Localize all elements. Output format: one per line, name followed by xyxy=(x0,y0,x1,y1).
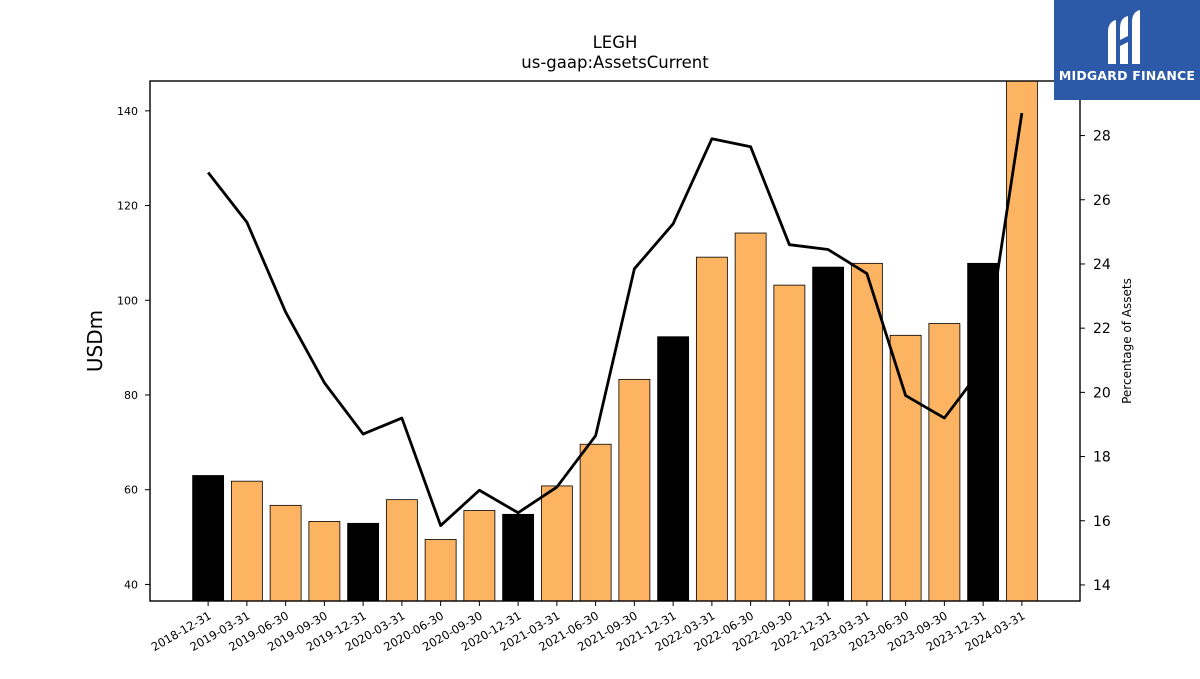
bar-2021-09-30 xyxy=(618,378,651,602)
bar-2022-06-30 xyxy=(734,232,767,602)
y2-tick-label: 26 xyxy=(1093,193,1111,209)
bar-2021-12-31 xyxy=(657,336,690,602)
midgard-logo-icon xyxy=(1108,10,1140,64)
bar-2019-06-30 xyxy=(269,504,302,602)
y-tick-label: 120 xyxy=(117,200,138,213)
y2-tick-label: 24 xyxy=(1093,257,1111,273)
bar-2020-03-31 xyxy=(385,499,418,602)
bar-2023-12-31 xyxy=(967,262,1000,602)
midgard-finance-logo: MIDGARD FINANCE xyxy=(1054,0,1200,100)
bar-2023-03-31 xyxy=(850,262,883,602)
bar-2022-12-31 xyxy=(812,266,845,602)
logo-text: MIDGARD FINANCE xyxy=(1058,68,1196,83)
y-tick-label: 100 xyxy=(117,294,138,307)
y-tick-label: 40 xyxy=(124,578,138,591)
bar-2019-09-30 xyxy=(308,521,341,602)
y-tick-label: 80 xyxy=(124,389,138,402)
chart-title: LEGH xyxy=(593,33,638,52)
percentage-line xyxy=(207,112,1024,527)
plot-frame xyxy=(149,80,1081,602)
y2-axis-label: Percentage of Assets xyxy=(1120,278,1134,404)
y2-tick-label: 28 xyxy=(1093,129,1111,145)
bar-2020-06-30 xyxy=(424,539,457,602)
bar-2022-03-31 xyxy=(695,256,728,602)
y2-tick-label: 22 xyxy=(1093,321,1111,337)
y2-tick-label: 16 xyxy=(1093,514,1111,530)
y-tick-label: 60 xyxy=(124,484,138,497)
bar-2020-12-31 xyxy=(502,513,535,602)
bar-2020-09-30 xyxy=(463,510,496,602)
bar-2019-12-31 xyxy=(347,522,380,602)
bar-2021-06-30 xyxy=(579,443,612,602)
chart-subtitle: us-gaap:AssetsCurrent xyxy=(521,53,709,72)
y2-tick-label: 18 xyxy=(1093,450,1111,466)
y-tick-label: 140 xyxy=(117,105,138,118)
y2-tick-label: 20 xyxy=(1093,385,1111,401)
y-axis-label: USDm xyxy=(83,310,107,372)
bar-2022-09-30 xyxy=(773,284,806,602)
bar-2023-09-30 xyxy=(928,323,961,602)
bar-2019-03-31 xyxy=(230,480,263,602)
bar-2024-03-31 xyxy=(1005,80,1038,602)
bar-2023-06-30 xyxy=(889,334,922,602)
bar-2021-03-31 xyxy=(540,485,573,602)
y2-tick-label: 14 xyxy=(1093,578,1111,594)
bar-2018-12-31 xyxy=(192,475,225,602)
